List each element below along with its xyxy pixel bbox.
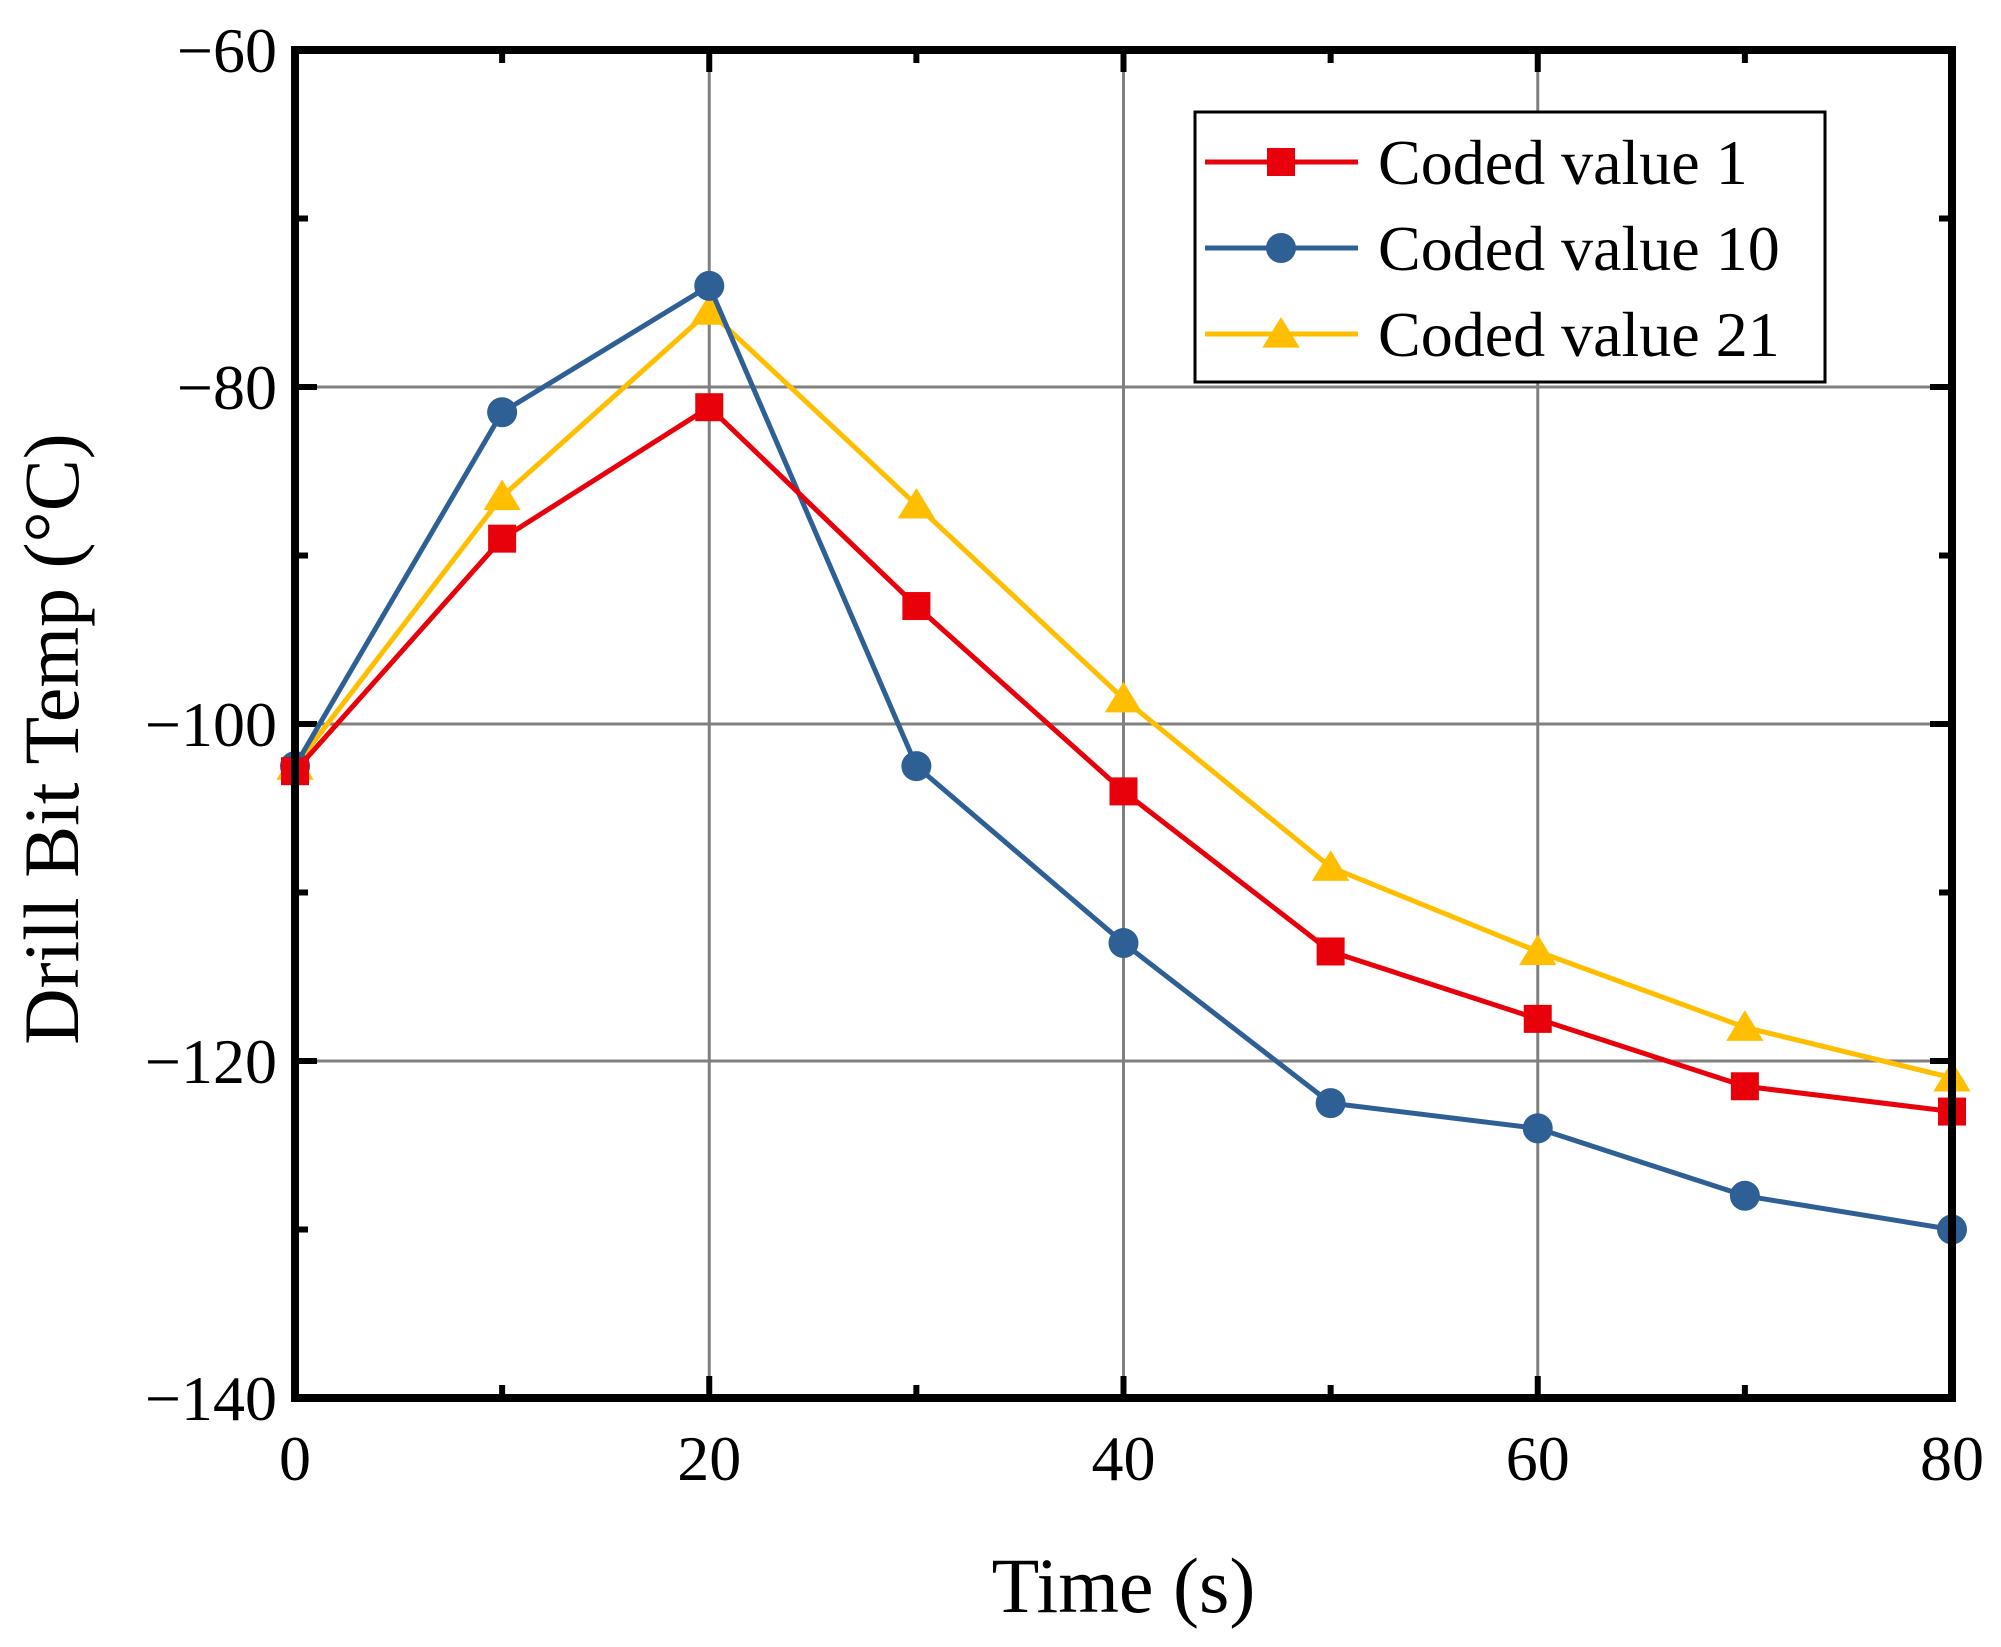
x-axis-title: Time (s) (992, 1542, 1256, 1629)
y-tick-label: −140 (145, 1363, 277, 1434)
tick-labels: 0 20 40 60 80 −140 −120 −100 −80 −60 (145, 15, 1984, 1494)
y-tick-label: −60 (177, 15, 277, 86)
data-point-square (695, 393, 724, 422)
legend-marker (1267, 148, 1295, 176)
data-point-circle (901, 751, 932, 782)
x-tick-label: 80 (1920, 1423, 1984, 1494)
legend-label: Coded value 10 (1378, 213, 1780, 284)
y-tick-label: −120 (145, 1026, 277, 1097)
data-point-triangle (1104, 681, 1143, 713)
legend-item: Coded value 10 (1205, 213, 1780, 284)
legend-item: Coded value 21 (1205, 299, 1780, 370)
x-tick-label: 0 (279, 1423, 311, 1494)
y-axis-title: Drill Bit Temp (°C) (8, 433, 95, 1044)
data-point-circle (1522, 1113, 1553, 1144)
data-point-triangle (690, 294, 728, 325)
x-tick-label: 20 (677, 1423, 741, 1494)
plot-frame (291, 46, 1956, 1402)
data-point-square (488, 524, 517, 553)
data-point-square (1523, 1004, 1552, 1033)
data-point-circle (1729, 1180, 1760, 1211)
y-tick-label: −100 (145, 689, 277, 760)
y-tick-label: −80 (177, 352, 277, 423)
x-tick-label: 60 (1506, 1423, 1570, 1494)
data-point-circle (487, 397, 518, 428)
legend-items: Coded value 1 Coded value 10 Coded value 2… (1205, 127, 1780, 370)
data-point-square (1316, 937, 1345, 966)
data-point-circle (1315, 1088, 1346, 1119)
legend: Coded value 1 Coded value 10 Coded value 2… (1193, 110, 1827, 384)
legend-item: Coded value 1 (1205, 127, 1748, 198)
series-coded-value-10 (280, 270, 1967, 1245)
data-point-triangle (483, 479, 521, 511)
data-point-square (902, 592, 931, 621)
data-point-square (1109, 777, 1138, 806)
data-point-triangle (1519, 934, 1557, 966)
data-point-square (1730, 1072, 1759, 1101)
data-point-triangle (1311, 850, 1350, 881)
data-point-circle (1108, 928, 1139, 959)
legend-label: Coded value 21 (1378, 299, 1780, 370)
legend-marker (1262, 317, 1300, 348)
data-point-triangle (897, 487, 936, 519)
x-tick-label: 40 (1092, 1423, 1156, 1494)
data-point-circle (694, 270, 725, 301)
legend-label: Coded value 1 (1378, 127, 1748, 198)
data-point-triangle (1726, 1010, 1764, 1041)
legend-marker (1266, 233, 1296, 263)
